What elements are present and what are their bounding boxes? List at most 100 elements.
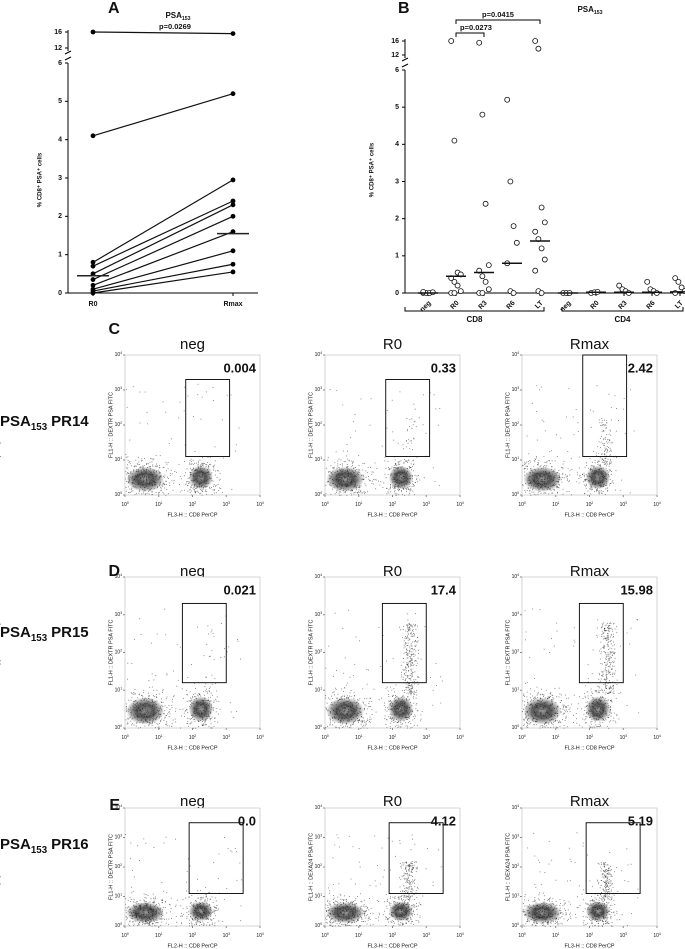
event-dot [338,480,339,481]
event-dot [161,488,162,489]
event-dot [402,690,403,691]
event-dot [142,489,143,490]
event-dot [350,715,351,716]
event-dot [589,488,590,489]
event-dot [406,664,407,665]
event-dot [411,710,412,711]
event-dot [534,697,535,698]
event-dot [160,483,161,484]
event-dot [210,711,211,712]
event-dot [604,707,605,708]
event-dot [402,723,403,724]
event-dot [594,715,595,716]
event-dot [367,684,368,685]
event-dot [612,652,613,653]
event-dot [148,470,149,471]
event-dot [340,470,341,471]
event-dot [135,710,136,711]
event-dot [354,721,355,722]
event-dot [346,490,347,491]
event-dot [348,709,349,710]
event-dot [384,703,385,704]
event-dot [524,701,525,702]
event-dot [207,470,208,471]
event-dot [417,676,418,677]
p-value: p=0.0415 [482,10,514,19]
event-dot [556,475,557,476]
event-dot [597,726,598,727]
text-part: 3 [517,611,519,615]
event-dot [608,693,609,694]
event-dot [583,481,584,482]
event-dot [412,720,413,721]
x-tick-label: 102 [189,501,197,508]
event-dot [152,484,153,485]
event-dot [586,465,587,466]
event-dot [388,696,389,697]
x-tick-label: Rmax [223,301,242,308]
event-dot [589,706,590,707]
event-dot [542,709,543,710]
event-dot [184,410,185,411]
event-dot [138,708,139,709]
event-dot [159,723,160,724]
event-dot [202,717,203,718]
event-dot [144,470,145,471]
event-dot [188,478,189,479]
event-dot [164,718,165,719]
event-dot [409,709,410,710]
event-dot [196,485,197,486]
event-dot [531,703,532,704]
event-dot [130,472,131,473]
event-dot [415,708,416,709]
event-dot [601,698,602,699]
event-dot [359,487,360,488]
event-dot [342,479,343,480]
event-dot [157,475,158,476]
event-dot [344,478,345,479]
text-part: 1 [517,686,519,690]
event-dot [215,471,216,472]
event-dot [602,708,603,709]
event-dot [610,641,611,642]
event-dot [533,475,534,476]
event-dot [415,671,416,672]
event-dot [394,467,395,468]
event-dot [601,714,602,715]
event-dot [346,456,347,457]
event-dot [155,703,156,704]
event-dot [537,721,538,722]
event-dot [393,719,394,720]
event-dot [410,630,411,631]
event-dot [596,453,597,454]
event-dot [537,695,538,696]
event-dot [132,473,133,474]
event-dot [401,491,402,492]
event-dot [207,718,208,719]
event-dot [142,468,143,469]
event-dot [558,487,559,488]
event-dot [359,698,360,699]
event-dot [341,475,342,476]
event-dot [342,483,343,484]
event-dot [343,488,344,489]
event-dot [530,462,531,463]
event-dot [394,487,395,488]
event-dot [348,486,349,487]
event-dot [149,494,150,495]
event-dot [404,673,405,674]
event-dot [608,635,609,636]
event-dot [602,716,603,717]
event-dot [334,691,335,692]
event-dot [590,458,591,459]
event-dot [608,683,609,684]
event-dot [553,470,554,471]
event-dot [611,474,612,475]
event-dot [536,486,537,487]
event-dot [593,699,594,700]
event-dot [212,728,213,729]
event-dot [410,475,411,476]
plot-title: R0 [383,336,402,353]
text-part: PR15 [51,624,89,641]
event-dot [346,724,347,725]
